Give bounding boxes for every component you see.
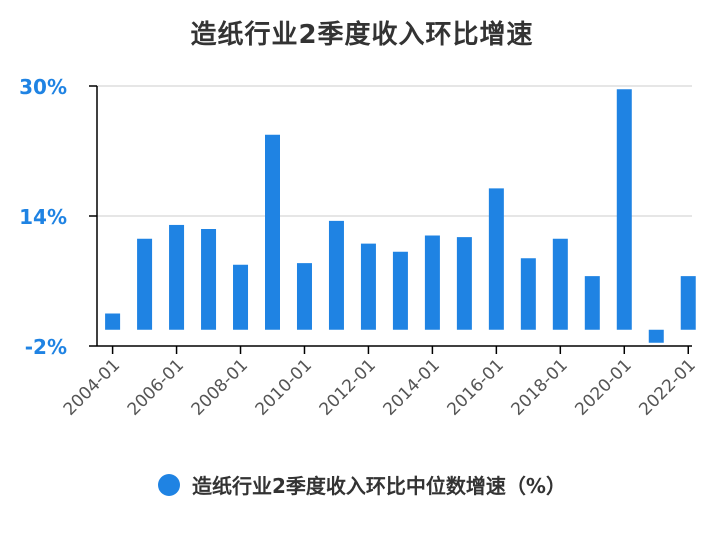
bar — [680, 276, 696, 330]
x-tick-label: 2004-01 — [60, 355, 124, 419]
bar — [105, 313, 121, 330]
chart-title: 造纸行业2季度收入环比增速 — [190, 20, 534, 50]
bar — [328, 220, 344, 330]
bar — [616, 89, 632, 330]
bar — [137, 238, 153, 330]
bar — [265, 134, 280, 330]
bar — [552, 238, 568, 330]
x-tick-label: 2012-01 — [316, 355, 380, 419]
bar — [233, 264, 249, 330]
x-tick-label: 2016-01 — [444, 355, 508, 419]
bar — [648, 329, 664, 343]
bar — [424, 235, 440, 330]
bar — [488, 188, 504, 330]
x-tick-label: 2008-01 — [188, 355, 252, 419]
bar-chart: -2%14%30%2004-01 2006-01 2008-01 2010-01 201… — [19, 75, 700, 420]
legend-label: 造纸行业2季度收入环比中位数增速（%） — [192, 474, 566, 498]
legend[interactable]: 造纸行业2季度收入环比中位数增速（%） — [0, 470, 724, 499]
x-tick-label: 2018-01 — [507, 355, 571, 419]
bar — [584, 276, 600, 330]
legend-swatch — [158, 473, 181, 496]
y-tick-label: -2% — [25, 335, 67, 359]
bar — [392, 251, 408, 330]
bar — [360, 243, 376, 330]
x-tick-label: 2010-01 — [252, 355, 316, 419]
bar — [201, 229, 217, 330]
bar — [456, 237, 472, 330]
x-tick-label: 2022-01 — [635, 355, 699, 419]
x-tick-label: 2006-01 — [124, 355, 188, 419]
y-tick-label: 30% — [19, 75, 67, 99]
x-tick-label: 2014-01 — [380, 355, 444, 419]
bar — [520, 258, 536, 330]
bar — [296, 263, 312, 330]
bar — [169, 224, 185, 330]
x-tick-label: 2020-01 — [571, 355, 635, 419]
y-tick-label: 14% — [19, 205, 67, 229]
